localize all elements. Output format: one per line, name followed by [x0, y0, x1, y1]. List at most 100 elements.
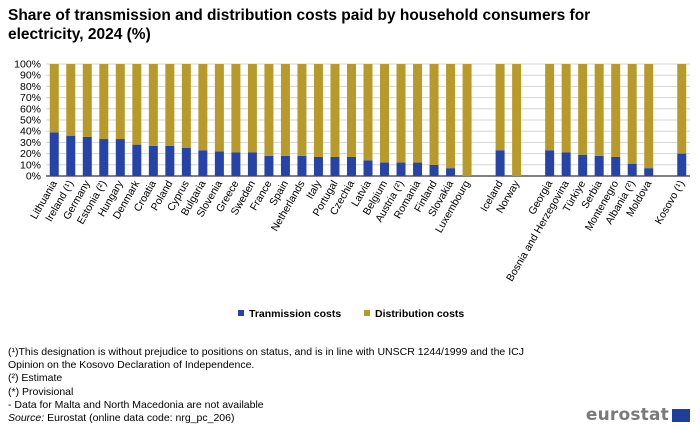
y-tick-label: 0%: [26, 171, 41, 183]
bar-segment: [165, 145, 175, 176]
bar-segment: [627, 163, 637, 176]
bar-segment: [264, 155, 274, 176]
bar-chart: 0%10%20%30%40%50%60%70%80%90%100%Lithuan…: [14, 59, 690, 320]
bar-segment: [66, 64, 76, 136]
bar-segment: [396, 64, 406, 163]
footnote-3: (²) Estimate: [8, 372, 63, 385]
bar-segment: [644, 64, 654, 169]
bar-segment: [446, 168, 456, 176]
y-tick-label: 10%: [20, 159, 41, 171]
bar-segment: [99, 139, 109, 176]
bar-segment: [429, 164, 439, 176]
bar-segment: [594, 155, 604, 176]
bar-segment: [611, 64, 621, 157]
footnotes: (¹)This designation is without prejudice…: [8, 346, 524, 425]
y-tick-label: 70%: [20, 92, 41, 104]
y-tick-label: 60%: [20, 103, 41, 115]
bar-segment: [363, 160, 373, 176]
bar-segment: [115, 64, 125, 140]
bar-segment: [677, 64, 687, 154]
source-label: Source:: [8, 412, 45, 425]
legend-swatch: [238, 310, 244, 316]
bar-segment: [280, 64, 290, 156]
legend-label: Tranmission costs: [249, 308, 341, 320]
bar-segment: [297, 64, 307, 156]
eurostat-logo[interactable]: eurostat: [586, 405, 690, 425]
bar-segment: [495, 150, 505, 176]
legend-swatch: [364, 310, 370, 316]
bar-segment: [132, 144, 142, 176]
bar-segment: [396, 162, 406, 176]
bar-segment: [165, 64, 175, 146]
bar-segment: [346, 156, 356, 176]
bar-segment: [181, 64, 191, 148]
bar-segment: [264, 64, 274, 156]
footnote-4: (*) Provisional: [8, 385, 74, 398]
y-tick-label: 90%: [20, 70, 41, 82]
bar-segment: [578, 154, 588, 176]
footnote-5: - Data for Malta and North Macedonia are…: [8, 398, 264, 411]
bar-segment: [198, 64, 208, 151]
bar-segment: [214, 64, 224, 152]
chart-title: Share of transmission and distribution c…: [8, 7, 591, 43]
bar-segment: [198, 150, 208, 176]
bar-segment: [446, 64, 456, 169]
bar-segment: [82, 136, 92, 176]
source-text: Eurostat (online data code: nrg_pc_206): [44, 412, 235, 425]
bar-segment: [512, 64, 522, 176]
y-tick-label: 100%: [14, 59, 41, 71]
bar-segment: [313, 64, 323, 157]
bar-segment: [66, 135, 76, 176]
bar-segment: [280, 155, 290, 176]
bar-segment: [214, 151, 224, 176]
bar-segment: [132, 64, 142, 145]
y-tick-label: 30%: [20, 137, 41, 149]
bar-segment: [561, 64, 571, 153]
source-line: Source: Eurostat (online data code: nrg_…: [8, 412, 524, 425]
bar-segment: [49, 132, 59, 176]
y-tick-label: 50%: [20, 115, 41, 127]
bar-segment: [330, 156, 340, 176]
bar-segment: [148, 64, 158, 146]
bar-segment: [545, 150, 555, 176]
bar-segment: [99, 64, 109, 140]
footnote-2: Opinion on the Kosovo Declaration of Ind…: [8, 359, 255, 372]
y-tick-label: 80%: [20, 81, 41, 93]
bar-segment: [181, 148, 191, 176]
bar-segment: [346, 64, 356, 157]
bar-segment: [363, 64, 373, 161]
bar-segment: [545, 64, 555, 151]
bar-segment: [115, 139, 125, 176]
bar-segment: [380, 162, 390, 176]
eu-flag-icon: [672, 408, 690, 422]
bar-segment: [231, 152, 241, 176]
bar-segment: [644, 168, 654, 176]
bar-segment: [462, 64, 472, 176]
bar-segment: [429, 64, 439, 165]
bar-segment: [82, 64, 92, 137]
bar-segment: [611, 156, 621, 176]
bar-segment: [380, 64, 390, 163]
bar-segment: [413, 64, 423, 163]
bar-segment: [49, 64, 59, 133]
bar-segment: [330, 64, 340, 157]
x-tick-label: Kosovo (¹): [653, 179, 688, 227]
legend-label: Distribution costs: [375, 308, 464, 320]
footnote-1: (¹)This designation is without prejudice…: [8, 346, 524, 358]
bar-segment: [677, 153, 687, 176]
y-tick-label: 40%: [20, 126, 41, 138]
bar-segment: [247, 64, 257, 153]
bar-segment: [297, 155, 307, 176]
logo-text: eurostat: [585, 405, 669, 425]
bar-segment: [148, 145, 158, 176]
bar-segment: [495, 64, 505, 151]
bar-segment: [413, 162, 423, 176]
y-tick-label: 20%: [20, 148, 41, 160]
bar-segment: [231, 64, 241, 153]
bar-segment: [578, 64, 588, 155]
bar-segment: [561, 152, 571, 176]
bar-segment: [313, 156, 323, 176]
bar-segment: [627, 64, 637, 164]
bar-segment: [594, 64, 604, 156]
bar-segment: [247, 152, 257, 176]
